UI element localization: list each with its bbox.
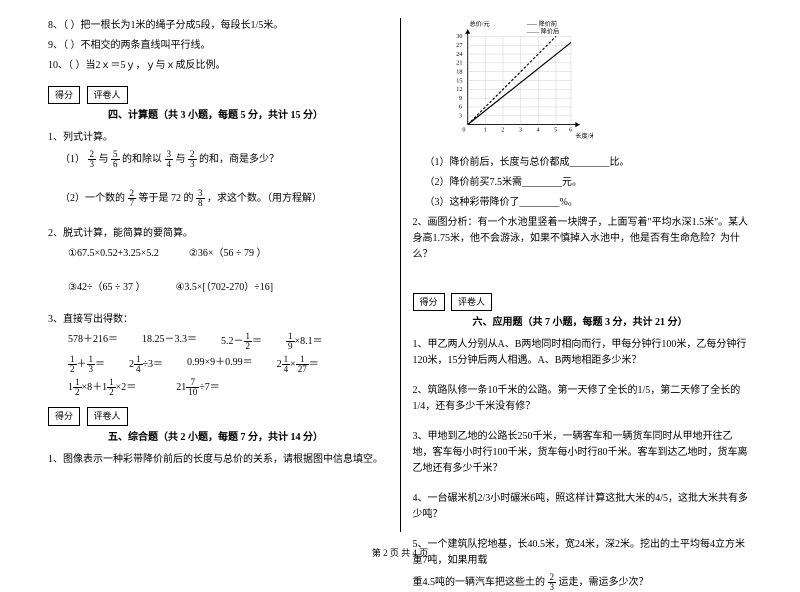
right-column: 总价/元 ----- 降价前 —— 降价后 3 bbox=[405, 18, 761, 532]
fraction: 34 bbox=[165, 150, 174, 169]
text: 运走，需运多少次？ bbox=[559, 577, 649, 588]
svg-text:5: 5 bbox=[554, 128, 557, 134]
fraction: 56 bbox=[111, 150, 120, 169]
page-footer: 第 2 页 共 4 页 bbox=[0, 546, 800, 559]
svg-text:24: 24 bbox=[456, 52, 462, 58]
calc-item: 214÷3＝ bbox=[129, 355, 163, 374]
calc-item: ③42÷（65 ÷ 37 ） bbox=[68, 280, 145, 296]
svg-text:1: 1 bbox=[483, 128, 486, 134]
text: （2）一个数的 bbox=[60, 193, 125, 204]
svg-text:15: 15 bbox=[456, 78, 462, 84]
q2-row: ①67.5×0.52+3.25×5.2 ②36×（56 ÷ 79 ） bbox=[68, 246, 388, 262]
tf-item: 10、（ ）当2ｘ＝5ｙ，ｙ与ｘ成反比例。 bbox=[48, 58, 388, 74]
q3-label: 3、直接写出得数： bbox=[48, 312, 388, 328]
fraction: 23 bbox=[88, 150, 97, 169]
left-column: 8、（ ）把一根长为1米的绳子分成5段，每段长1/5米。 9、（ ）不相交的两条… bbox=[40, 18, 396, 532]
legend-before: ----- 降价前 bbox=[526, 20, 556, 28]
calc-item: ④3.5×[（702-270）÷16] bbox=[175, 280, 273, 296]
section-5-title: 五、综合题（共 2 小题，每题 7 分，共计 14 分） bbox=[108, 430, 388, 446]
arrow-icon bbox=[465, 29, 470, 33]
text: （1） bbox=[60, 154, 85, 165]
x-axis-label: 长度/米 bbox=[575, 132, 593, 140]
score-box: 得分 bbox=[48, 86, 80, 104]
column-divider bbox=[400, 18, 401, 532]
svg-text:4: 4 bbox=[536, 128, 539, 134]
text: 与 bbox=[99, 154, 109, 165]
calc-item: 19×8.1＝ bbox=[286, 332, 323, 351]
q3-row: 578＋216＝ 18.25－3.3＝ 5.2－12＝ 19×8.1＝ bbox=[68, 332, 388, 351]
fraction: 27 bbox=[128, 189, 137, 208]
chart-q: （3）这种彩带降价了________%。 bbox=[425, 195, 753, 211]
text: 等于是 72 的 bbox=[139, 193, 194, 204]
svg-text:3: 3 bbox=[518, 128, 521, 134]
app-item: 1、甲乙两人分别从A、B两地同时相向而行，甲每分钟行100米，乙每分钟行120米… bbox=[413, 337, 753, 369]
q1-1: （1） 23 与 56 的和除以 34 与 23 的和，商是多少？ bbox=[60, 150, 388, 169]
q3-row: 12＋13＝ 214÷3＝ 0.99×9＋0.99＝ 214×127＝ bbox=[68, 355, 388, 374]
svg-text:9: 9 bbox=[458, 96, 461, 102]
calc-item: 21710÷7＝ bbox=[176, 378, 220, 397]
app-item-5b: 重4.5吨的一辆汽车把这些土的 23 运走，需运多少次？ bbox=[413, 573, 753, 592]
text: ，求这个数。（用方程解） bbox=[207, 193, 322, 204]
chart-q: （1）降价前后，长度与总价都成________比。 bbox=[425, 155, 753, 171]
app-item: 3、甲地到乙地的公路长250千米，一辆客车和一辆货车同时从甲地开往乙地，客车每小… bbox=[413, 429, 753, 477]
calc-item: 578＋216＝ bbox=[68, 332, 118, 351]
price-chart: 总价/元 ----- 降价前 —— 降价后 3 bbox=[443, 18, 593, 143]
y-ticks: 3 6 9 12 15 18 21 24 27 30 0 bbox=[456, 34, 465, 134]
svg-text:3: 3 bbox=[458, 114, 461, 120]
score-box: 得分 bbox=[413, 293, 445, 311]
score-row: 得分 评卷人 bbox=[413, 293, 753, 311]
y-axis-label: 总价/元 bbox=[469, 20, 489, 28]
section-4-title: 四、计算题（共 3 小题，每题 5 分，共计 15 分） bbox=[108, 108, 388, 124]
svg-text:18: 18 bbox=[456, 69, 462, 75]
marker-box: 评卷人 bbox=[451, 293, 492, 311]
fraction: 23 bbox=[548, 573, 557, 592]
chart-q: （2）降价前买7.5米需________元。 bbox=[425, 175, 753, 191]
text: 与 bbox=[176, 154, 186, 165]
q5-1: 1、图像表示一种彩带降价前后的长度与总价的关系，请根据图中信息填空。 bbox=[48, 452, 388, 468]
calc-item: ①67.5×0.52+3.25×5.2 bbox=[68, 246, 159, 262]
legend-after: —— 降价后 bbox=[525, 28, 558, 36]
calc-item: 0.99×9＋0.99＝ bbox=[187, 355, 253, 374]
q2-label: 2、脱式计算，能简算的要简算。 bbox=[48, 226, 388, 242]
calc-item: ②36×（56 ÷ 79 ） bbox=[189, 246, 267, 262]
svg-text:6: 6 bbox=[569, 128, 572, 134]
page-container: 8、（ ）把一根长为1米的绳子分成5段，每段长1/5米。 9、（ ）不相交的两条… bbox=[0, 0, 800, 540]
arrow-icon bbox=[575, 122, 579, 127]
x-ticks: 1 2 3 4 5 6 bbox=[483, 128, 572, 134]
marker-box: 评卷人 bbox=[87, 407, 128, 425]
q3-row: 112×8＋112×2＝ 21710÷7＝ bbox=[68, 378, 388, 397]
svg-text:6: 6 bbox=[458, 105, 461, 111]
score-row: 得分 评卷人 bbox=[48, 86, 388, 104]
app-item: 4、一台碾米机2/3小时碾米6吨，照这样计算这批大米的4/5，这批大米共有多少吨… bbox=[413, 491, 753, 523]
gridlines bbox=[467, 36, 570, 124]
text: 的和，商是多少？ bbox=[199, 154, 279, 165]
tf-item: 8、（ ）把一根长为1米的绳子分成5段，每段长1/5米。 bbox=[48, 18, 388, 34]
svg-text:30: 30 bbox=[456, 34, 462, 40]
text: 重4.5吨的一辆汽车把这些土的 bbox=[413, 577, 546, 588]
q2-row: ③42÷（65 ÷ 37 ） ④3.5×[（702-270）÷16] bbox=[68, 280, 388, 296]
q1-2: （2）一个数的 27 等于是 72 的 38 ，求这个数。（用方程解） bbox=[60, 189, 388, 208]
calc-item: 12＋13＝ bbox=[68, 355, 105, 374]
score-row: 得分 评卷人 bbox=[48, 407, 388, 425]
calc-item: 112×8＋112×2＝ bbox=[68, 378, 136, 397]
line-after bbox=[467, 43, 570, 125]
section-6-title: 六、应用题（共 7 小题，每题 3 分，共计 21 分） bbox=[473, 315, 753, 331]
fraction: 23 bbox=[188, 150, 197, 169]
svg-text:27: 27 bbox=[456, 43, 462, 49]
fraction: 38 bbox=[196, 189, 205, 208]
calc-item: 18.25－3.3＝ bbox=[142, 332, 197, 351]
app-item: 2、筑路队修一条10千米的公路。第一天修了全长的1/5，第二天修了全长的1/4，… bbox=[413, 383, 753, 415]
marker-box: 评卷人 bbox=[87, 86, 128, 104]
svg-text:12: 12 bbox=[456, 87, 462, 93]
calc-item: 5.2－12＝ bbox=[221, 332, 262, 351]
calc-item: 214×127＝ bbox=[277, 355, 319, 374]
svg-text:0: 0 bbox=[462, 128, 465, 134]
q1-label: 1、列式计算。 bbox=[48, 130, 388, 146]
text: 的和除以 bbox=[122, 154, 162, 165]
svg-text:2: 2 bbox=[501, 128, 504, 134]
tf-item: 9、（ ）不相交的两条直线叫平行线。 bbox=[48, 38, 388, 54]
score-box: 得分 bbox=[48, 407, 80, 425]
svg-text:21: 21 bbox=[456, 61, 462, 67]
q-r2: 2、画图分析：有一个水池里竖着一块牌子，上面写着"平均水深1.5米"。某人身高1… bbox=[413, 215, 753, 263]
